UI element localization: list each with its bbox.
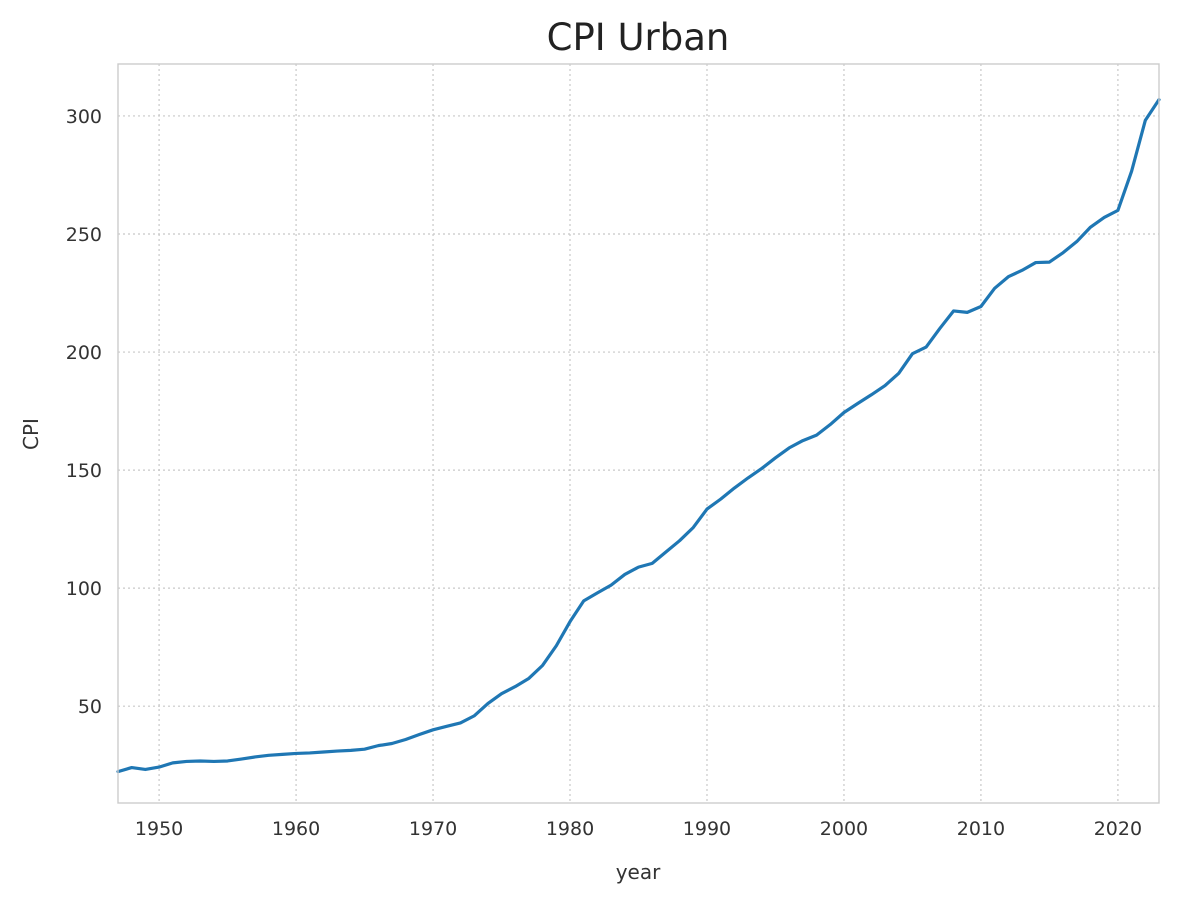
x-tick-label: 1950 — [135, 818, 183, 840]
y-tick-label: 150 — [66, 460, 102, 482]
x-tick-label: 2000 — [820, 818, 868, 840]
series-layer — [116, 98, 1161, 774]
y-axis-label: CPI — [19, 418, 43, 450]
chart-title: CPI Urban — [547, 16, 730, 59]
y-tick-label: 50 — [78, 696, 102, 718]
x-tick-label: 2020 — [1094, 818, 1142, 840]
plot-frame — [117, 63, 1160, 804]
x-tick-labels: 1950 1960 1970 1980 1990 2000 2010 2020 — [135, 818, 1142, 840]
x-axis-label: year — [616, 860, 661, 884]
x-tick-label: 1980 — [546, 818, 594, 840]
x-tick-label: 2010 — [957, 818, 1005, 840]
y-tick-label: 250 — [66, 224, 102, 246]
y-tick-label: 200 — [66, 342, 102, 364]
y-tick-label: 300 — [66, 106, 102, 128]
x-tick-label: 1960 — [272, 818, 320, 840]
x-tick-label: 1990 — [683, 818, 731, 840]
series-line-cpi — [116, 98, 1161, 774]
y-tick-label: 100 — [66, 578, 102, 600]
y-tick-labels: 50 100 150 200 250 300 — [66, 106, 102, 718]
x-tick-label: 1970 — [409, 818, 457, 840]
grid-lines — [118, 64, 1159, 803]
